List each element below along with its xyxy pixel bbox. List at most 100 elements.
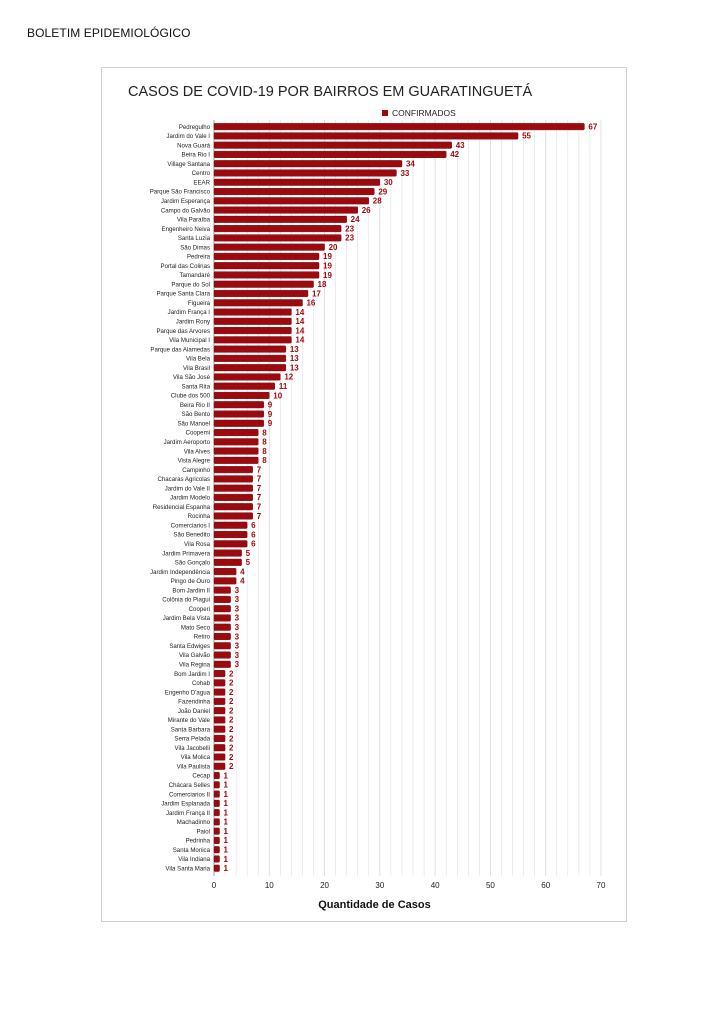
bar	[213, 605, 231, 613]
value-label: 3	[235, 660, 240, 669]
category-label: Parque das Alamedas	[150, 346, 210, 353]
bar	[213, 623, 231, 631]
bar	[213, 262, 320, 270]
bar	[213, 521, 248, 529]
value-label: 2	[229, 716, 234, 725]
bar	[213, 289, 309, 297]
bar	[213, 836, 220, 844]
value-label: 9	[268, 401, 273, 410]
bar	[213, 716, 226, 724]
x-tick-label: 60	[541, 881, 550, 890]
category-label: Vila Galvão	[179, 652, 211, 659]
value-label: 14	[295, 336, 304, 345]
bar	[213, 799, 220, 807]
bar	[213, 531, 248, 539]
value-label: 7	[257, 493, 262, 502]
category-label: Campinho	[182, 467, 210, 474]
category-label: São Bento	[182, 411, 211, 418]
value-label: 8	[262, 456, 267, 465]
category-label: Jardim Primavera	[162, 550, 210, 557]
category-label: Mato Seco	[181, 624, 211, 631]
value-label: 1	[224, 808, 229, 817]
bar	[213, 364, 287, 372]
category-label: Jardim Esperança	[161, 198, 211, 205]
category-label: EEAR	[193, 179, 210, 186]
value-label: 30	[384, 178, 393, 187]
value-label: 19	[323, 252, 332, 261]
category-label: Santa Rita	[182, 383, 211, 390]
bar	[213, 781, 220, 789]
bar	[213, 150, 447, 158]
category-label: Vila Molica	[181, 754, 211, 761]
value-label: 19	[323, 271, 332, 280]
category-label: Centro	[192, 170, 211, 177]
category-label: Jardim Modelo	[170, 495, 211, 502]
bar	[213, 271, 320, 279]
value-label: 8	[262, 447, 267, 456]
value-label: 3	[235, 614, 240, 623]
bar	[213, 132, 519, 140]
category-label: São Manoel	[177, 420, 210, 427]
x-tick-label: 10	[265, 881, 274, 890]
bar	[213, 809, 220, 817]
value-label: 1	[224, 864, 229, 873]
bar	[213, 864, 220, 872]
bar	[213, 382, 276, 390]
category-label: Mirante do Vale	[168, 717, 211, 724]
document-header: BOLETIM EPIDEMIOLÓGICO	[27, 26, 191, 40]
value-label: 3	[235, 595, 240, 604]
bar	[213, 651, 231, 659]
bar	[213, 512, 253, 520]
bar	[213, 197, 370, 205]
category-label: Vila Regina	[179, 661, 211, 668]
value-label: 8	[262, 438, 267, 447]
category-label: Jardim França I	[168, 309, 211, 316]
category-label: São Benedito	[173, 532, 210, 539]
bar	[213, 336, 292, 344]
category-label: Vila São José	[173, 374, 211, 381]
bar	[213, 466, 253, 474]
value-label: 1	[224, 781, 229, 790]
category-label: Bom Jardim I	[174, 671, 210, 678]
category-label: Cecap	[192, 773, 210, 780]
category-label: Nova Guará	[177, 142, 210, 149]
value-label: 13	[290, 354, 299, 363]
value-label: 3	[235, 642, 240, 651]
bar	[213, 225, 342, 233]
value-label: 5	[246, 549, 251, 558]
category-label: Comerciarios I	[171, 522, 211, 529]
bar	[213, 327, 292, 335]
legend-swatch	[382, 110, 388, 116]
bar	[213, 855, 220, 863]
category-label: Beira Rio I	[182, 152, 211, 159]
bar	[213, 595, 231, 603]
category-label: Coopemi	[186, 430, 210, 437]
bar	[213, 123, 585, 131]
category-label: Bom Jardim II	[172, 587, 210, 594]
value-label: 1	[224, 836, 229, 845]
bar	[213, 725, 226, 733]
bar	[213, 206, 358, 214]
legend-label: CONFIRMADOS	[392, 108, 456, 118]
value-label: 16	[306, 299, 315, 308]
category-label: Rocinha	[188, 513, 211, 520]
bar	[213, 429, 259, 437]
category-label: Pingo de Ouro	[171, 578, 211, 585]
category-label: Vila Jacobelli	[175, 745, 210, 752]
bar	[213, 697, 226, 705]
value-label: 24	[351, 215, 360, 224]
category-label: Jardim do Vale II	[165, 485, 211, 492]
value-label: 2	[229, 734, 234, 743]
bar	[213, 827, 220, 835]
bar	[213, 493, 253, 501]
bar	[213, 642, 231, 650]
value-label: 2	[229, 706, 234, 715]
category-label: Vila Alves	[184, 448, 210, 455]
category-label: Vila Municipal I	[169, 337, 210, 344]
category-label: Tamandaré	[180, 272, 211, 279]
bar	[213, 391, 270, 399]
value-label: 2	[229, 744, 234, 753]
bar	[213, 818, 220, 826]
value-label: 6	[251, 540, 256, 549]
value-label: 13	[290, 363, 299, 372]
